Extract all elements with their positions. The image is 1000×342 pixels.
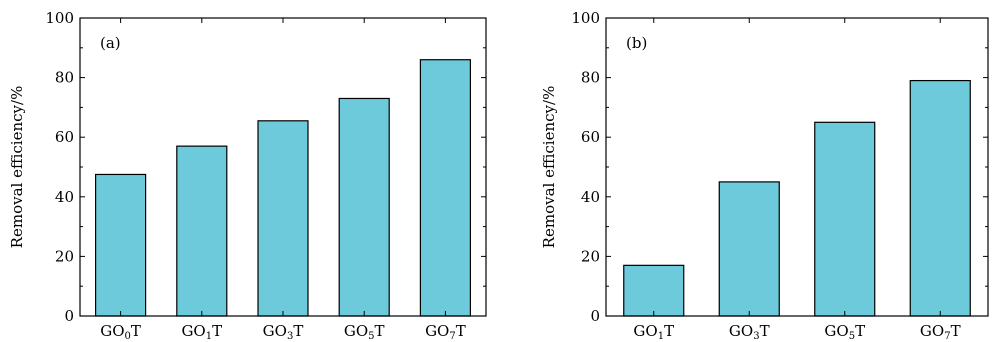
bar — [338, 97, 390, 317]
y-axis-title: Removal efficiency/% — [540, 86, 558, 249]
x-tick-label: GO3T — [263, 322, 304, 342]
x-tick-label: GO0T — [100, 322, 141, 342]
y-tick-label: 80 — [55, 69, 74, 87]
y-tick-label: 20 — [55, 247, 74, 265]
y-tick-label: 0 — [590, 307, 600, 325]
bar — [814, 121, 876, 317]
bar — [176, 145, 228, 317]
y-tick-label: 40 — [581, 188, 600, 206]
bar — [623, 264, 685, 317]
y-tick-label: 100 — [45, 9, 74, 27]
y-axis-title: Removal efficiency/% — [8, 86, 26, 249]
x-tick-label: GO5T — [824, 322, 865, 342]
y-tick-label: 100 — [571, 9, 600, 27]
y-tick-label: 0 — [64, 307, 74, 325]
bar — [257, 120, 309, 317]
panel-label: (a) — [100, 34, 121, 52]
bar — [94, 173, 147, 317]
y-tick-label: 40 — [55, 188, 74, 206]
x-tick-label: GO7T — [425, 322, 466, 342]
y-tick-label: 20 — [581, 247, 600, 265]
bar — [718, 181, 780, 317]
chart-panel-2: 0 20 40 60 80 100 GO1T GO3T GO5T GO7T (b) Removal e… — [540, 9, 989, 342]
x-tick-label: GO7T — [920, 322, 961, 342]
y-tick-label: 80 — [581, 69, 600, 87]
x-tick-label: GO1T — [633, 322, 674, 342]
x-tick-label: GO5T — [344, 322, 385, 342]
y-tick-label: 60 — [581, 128, 600, 146]
bar — [419, 59, 471, 317]
bar — [909, 79, 971, 317]
chart-panel-1: 0 20 40 60 80 100 GO0T GO1T GO3T GO5T GO7T (a) Remov… — [8, 9, 487, 342]
x-tick-label: GO1T — [181, 322, 222, 342]
y-tick-label: 60 — [55, 128, 74, 146]
panel-label: (b) — [626, 34, 647, 52]
x-tick-label: GO3T — [729, 322, 770, 342]
